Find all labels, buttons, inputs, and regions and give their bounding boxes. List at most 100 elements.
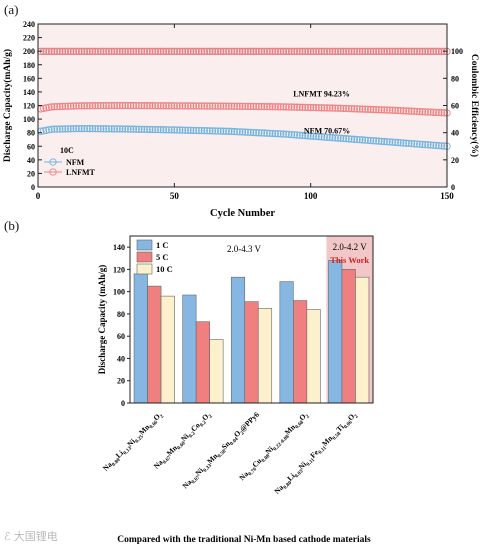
data-point	[157, 102, 165, 110]
panel-label-a: (a)	[4, 2, 19, 17]
data-point	[146, 125, 154, 134]
data-point	[217, 47, 225, 56]
data-point	[426, 141, 435, 149]
data-point	[241, 47, 249, 56]
x-axis-label: Compared with the traditional Ni-Mn base…	[117, 535, 371, 545]
data-point	[181, 102, 189, 110]
data-point	[219, 102, 228, 110]
data-point	[178, 126, 187, 134]
data-point	[255, 47, 263, 56]
y-tick-label: 180	[23, 61, 35, 70]
data-point	[301, 47, 309, 56]
data-point	[39, 104, 48, 113]
data-point	[148, 125, 157, 134]
data-point	[424, 47, 432, 56]
data-point	[437, 109, 446, 117]
data-point	[421, 108, 429, 116]
data-point	[391, 106, 399, 115]
data-point	[337, 104, 345, 112]
data-point	[396, 107, 405, 115]
data-point	[328, 134, 337, 142]
data-point	[416, 140, 424, 148]
data-point	[167, 102, 176, 110]
data-point	[72, 47, 80, 56]
data-point	[45, 47, 53, 56]
data-point	[290, 131, 298, 139]
y-tick-label: 60	[117, 332, 125, 341]
data-point	[217, 127, 225, 135]
data-point	[334, 134, 342, 142]
data-point	[402, 139, 410, 147]
data-point	[75, 124, 83, 133]
data-point	[331, 104, 339, 112]
data-point	[64, 102, 72, 110]
data-point	[187, 102, 195, 110]
bar	[160, 295, 175, 404]
data-point	[219, 47, 228, 56]
data-point	[266, 47, 274, 56]
data-point	[410, 140, 418, 148]
bar	[244, 301, 259, 404]
data-point	[187, 126, 195, 135]
data-point	[249, 47, 258, 56]
data-point	[361, 136, 369, 144]
data-point	[356, 136, 364, 144]
data-point	[399, 107, 408, 115]
data-point	[342, 135, 350, 143]
data-point	[413, 47, 421, 56]
data-point	[222, 47, 230, 56]
data-point	[167, 126, 176, 134]
data-point	[356, 47, 364, 56]
legend-swatch	[136, 251, 153, 263]
data-point	[69, 102, 78, 110]
y2-tick-label: 0	[451, 183, 455, 192]
data-point	[345, 135, 353, 143]
data-point	[367, 136, 375, 145]
data-point	[285, 103, 293, 111]
data-point	[386, 138, 394, 146]
data-point	[339, 134, 348, 143]
data-point	[326, 133, 334, 142]
data-point	[137, 47, 146, 56]
data-point	[307, 103, 315, 112]
legend-label: LNFMT	[66, 168, 96, 177]
y-axis-label: Discharge Capacity(mAh/g)	[2, 49, 13, 162]
data-point	[72, 125, 80, 133]
data-point	[247, 128, 255, 137]
data-point	[320, 47, 328, 56]
data-point	[413, 107, 421, 116]
plot-frame	[129, 235, 374, 404]
data-point	[277, 130, 285, 138]
data-point	[132, 47, 140, 56]
legend-label: 1 C	[156, 240, 169, 250]
data-point	[80, 124, 89, 133]
series-nfm	[37, 124, 451, 150]
data-point	[86, 102, 94, 110]
data-point	[238, 102, 247, 110]
data-point	[364, 136, 372, 144]
data-point	[217, 102, 225, 110]
data-point	[225, 102, 233, 110]
data-point	[326, 47, 334, 56]
series-1-c	[133, 260, 343, 404]
data-point	[102, 101, 110, 110]
data-point	[274, 130, 282, 138]
data-point	[227, 102, 236, 110]
legend-label: 10 C	[156, 264, 173, 274]
data-point	[105, 125, 113, 133]
data-point	[80, 47, 89, 56]
data-point	[312, 104, 320, 112]
data-point	[257, 129, 266, 137]
data-point	[249, 102, 258, 111]
y-tick-label: 120	[23, 102, 35, 111]
x-tick-label: 100	[304, 191, 318, 201]
data-point	[187, 47, 195, 56]
data-point	[233, 102, 241, 110]
data-point	[110, 47, 118, 56]
data-point	[121, 47, 129, 56]
data-point	[377, 137, 386, 146]
data-point	[140, 47, 148, 56]
data-point	[391, 138, 399, 147]
data-point	[364, 105, 372, 113]
